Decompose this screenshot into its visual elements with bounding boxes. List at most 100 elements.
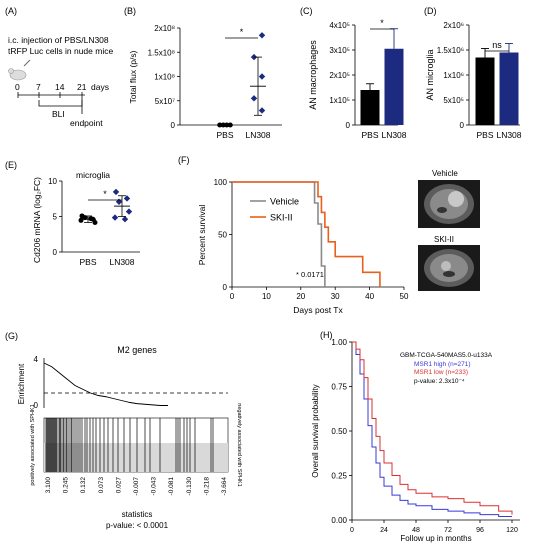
chart-g-y-tick-label: 0	[34, 401, 39, 410]
bli-label: BLI	[52, 109, 65, 119]
chart-b-sig-label: *	[240, 27, 244, 37]
chart-b-x-label: LN308	[245, 130, 270, 140]
chart-b-y-tick-label: 5x10⁷	[155, 97, 175, 106]
timeline-label-14: 14	[55, 82, 65, 92]
chart-g-x-tick-label: 0.027	[115, 477, 122, 494]
chart-g-enrichment-curve	[43, 362, 168, 406]
chart-c-y-tick-label: 4x10⁵	[329, 21, 350, 30]
mri-label-ski-ii: SKI-II	[434, 235, 454, 244]
chart-h: 0.00 0.25 0.50 0.75 1.00 Overall survival pro…	[311, 338, 520, 543]
chart-d-y-tick-label: 1x10⁶	[443, 71, 464, 80]
chart-h-x-tick-label: 0	[350, 527, 354, 534]
chart-h-series-line	[352, 341, 513, 515]
chart-e-y-tick-label: 0	[53, 248, 58, 257]
timeline-ticks	[17, 92, 83, 98]
panel-g-label: (G)	[5, 331, 18, 341]
chart-h-y-tick-label: 0.25	[331, 472, 347, 481]
chart-b-y-tick-label: 1x10⁸	[154, 73, 175, 82]
chart-c-y-label: AN macrophages	[308, 40, 318, 110]
chart-g-title: M2 genes	[117, 345, 157, 355]
chart-h-legend-title: GBM-TCGA-540MAS5.0-u133A	[400, 352, 493, 359]
chart-d-bar	[499, 52, 519, 125]
chart-f-y-label: Percent survival	[197, 205, 207, 266]
chart-f-series-line	[232, 181, 326, 287]
chart-b-y-label: Total flux (p/s)	[128, 50, 138, 103]
chart-b-y-tick-label: 1.5x10⁸	[148, 48, 175, 57]
timeline-days: days	[91, 82, 109, 92]
chart-d-x-label: LN308	[496, 130, 521, 140]
chart-e-y-tick-label: 5	[53, 213, 58, 222]
chart-f-x-tick-label: 0	[230, 292, 235, 301]
chart-g-pvalue: p-value: < 0.0001	[106, 521, 169, 530]
chart-d-y-tick-label: 2x10⁶	[443, 21, 464, 30]
chart-f-x-tick-label: 20	[296, 292, 305, 301]
mri-image-ski-ii: SKI-II	[418, 235, 480, 291]
chart-f-x-label: Days post Tx	[293, 305, 343, 315]
chart-g-x-tick-label: -0.007	[133, 477, 140, 496]
chart-e-point	[112, 188, 120, 196]
chart-d-y-label: AN microglia	[425, 49, 435, 100]
chart-g-x-tick-label: -3.664	[221, 477, 228, 496]
bli-bracket	[38, 100, 83, 107]
panel-d-label: (D)	[424, 6, 437, 16]
chart-e-sig-label: *	[103, 189, 107, 199]
chart-b-y-tick-label: 2x10⁸	[154, 24, 175, 33]
chart-g-x-tick-label: 0.073	[98, 477, 105, 494]
chart-f-x-tick-label: 30	[331, 292, 340, 301]
chart-e-point	[123, 195, 131, 202]
chart-g-x-label: statistics	[122, 510, 153, 519]
endpoint-label: endpoint	[70, 118, 103, 128]
mri-label-vehicle: Vehicle	[432, 169, 458, 178]
chart-b-point	[250, 95, 258, 102]
chart-h-x-tick-label: 96	[476, 527, 484, 534]
chart-h-pvalue: p-value: 2.3x10⁻⁴	[414, 378, 465, 385]
chart-e-y-label: Cd206 mRNA (log₂FC)	[32, 177, 42, 263]
chart-h-legend-label: MSR1 high (n=271)	[414, 361, 471, 368]
chart-f-annotation: * 0.0171	[296, 270, 324, 279]
chart-e-point	[121, 216, 129, 223]
chart-g-x-tick-label: -0.081	[168, 477, 175, 496]
chart-b: 0 5x10⁷ 1x10⁸ 1.5x10⁸ 2x10⁸ Total flux (p/s) P…	[128, 24, 282, 140]
chart-h-x-tick-label: 120	[506, 527, 518, 534]
chart-f-y-tick-label: 0	[223, 283, 228, 292]
chart-e: 0 5 10 Cd206 mRNA (log₂FC) PBS LN308 *	[32, 177, 140, 267]
mouse-icon	[8, 59, 31, 81]
chart-h-y-tick-label: 1.00	[331, 338, 347, 347]
chart-f-y-tick-label: 100	[214, 178, 228, 187]
chart-g-x-tick-label: -0.218	[203, 477, 210, 496]
panel-e-label: (E)	[5, 160, 17, 170]
chart-g-x-tick-label: 0.132	[80, 477, 87, 494]
chart-h-legend-label: MSR1 low (n=233)	[414, 369, 468, 376]
chart-h-x-tick-label: 48	[412, 527, 420, 534]
chart-e-point	[92, 220, 98, 226]
panel-f-label: (F)	[178, 155, 190, 165]
panel-a-text-1: i.c. injection of PBS/LN308	[8, 35, 109, 45]
chart-g-right-label: negatively associated with SPHK1	[236, 403, 242, 486]
chart-c-y-tick-label: 2x10⁵	[329, 71, 350, 80]
timeline-label-0: 0	[15, 82, 20, 92]
chart-e-x-label: LN308	[109, 257, 134, 267]
chart-g-left-label: positively associated with SPHK1	[30, 404, 36, 485]
chart-c-bar	[384, 48, 404, 125]
chart-b-point	[258, 107, 266, 114]
panel-h-label: (H)	[320, 330, 333, 340]
chart-d-y-tick-label: 5x10⁵	[443, 96, 464, 105]
chart-d-y-tick-label: 1.5x10⁶	[437, 46, 464, 55]
charts-layer: 0 5x10⁷ 1x10⁸ 1.5x10⁸ 2x10⁸ Total flux (p/s) P…	[17, 18, 522, 543]
chart-h-x-tick-label: 72	[444, 527, 452, 534]
chart-b-point	[258, 32, 266, 39]
chart-c-x-label: LN308	[381, 130, 406, 140]
chart-g-x-tick-label: 0.245	[63, 477, 70, 494]
mri-image-vehicle: Vehicle	[418, 169, 480, 228]
chart-b-y-tick-label: 0	[171, 121, 176, 130]
panel-b-label: (B)	[124, 6, 136, 16]
chart-f-legend-label: Vehicle	[270, 197, 299, 207]
chart-e-point	[115, 198, 123, 205]
chart-c-bar	[360, 90, 380, 125]
chart-h-x-label: Follow up in months	[400, 534, 471, 543]
chart-b-point	[258, 73, 266, 80]
chart-c-y-tick-label: 3x10⁵	[329, 46, 350, 55]
chart-h-x-tick-label: 24	[380, 527, 388, 534]
chart-f-x-tick-label: 40	[365, 292, 374, 301]
